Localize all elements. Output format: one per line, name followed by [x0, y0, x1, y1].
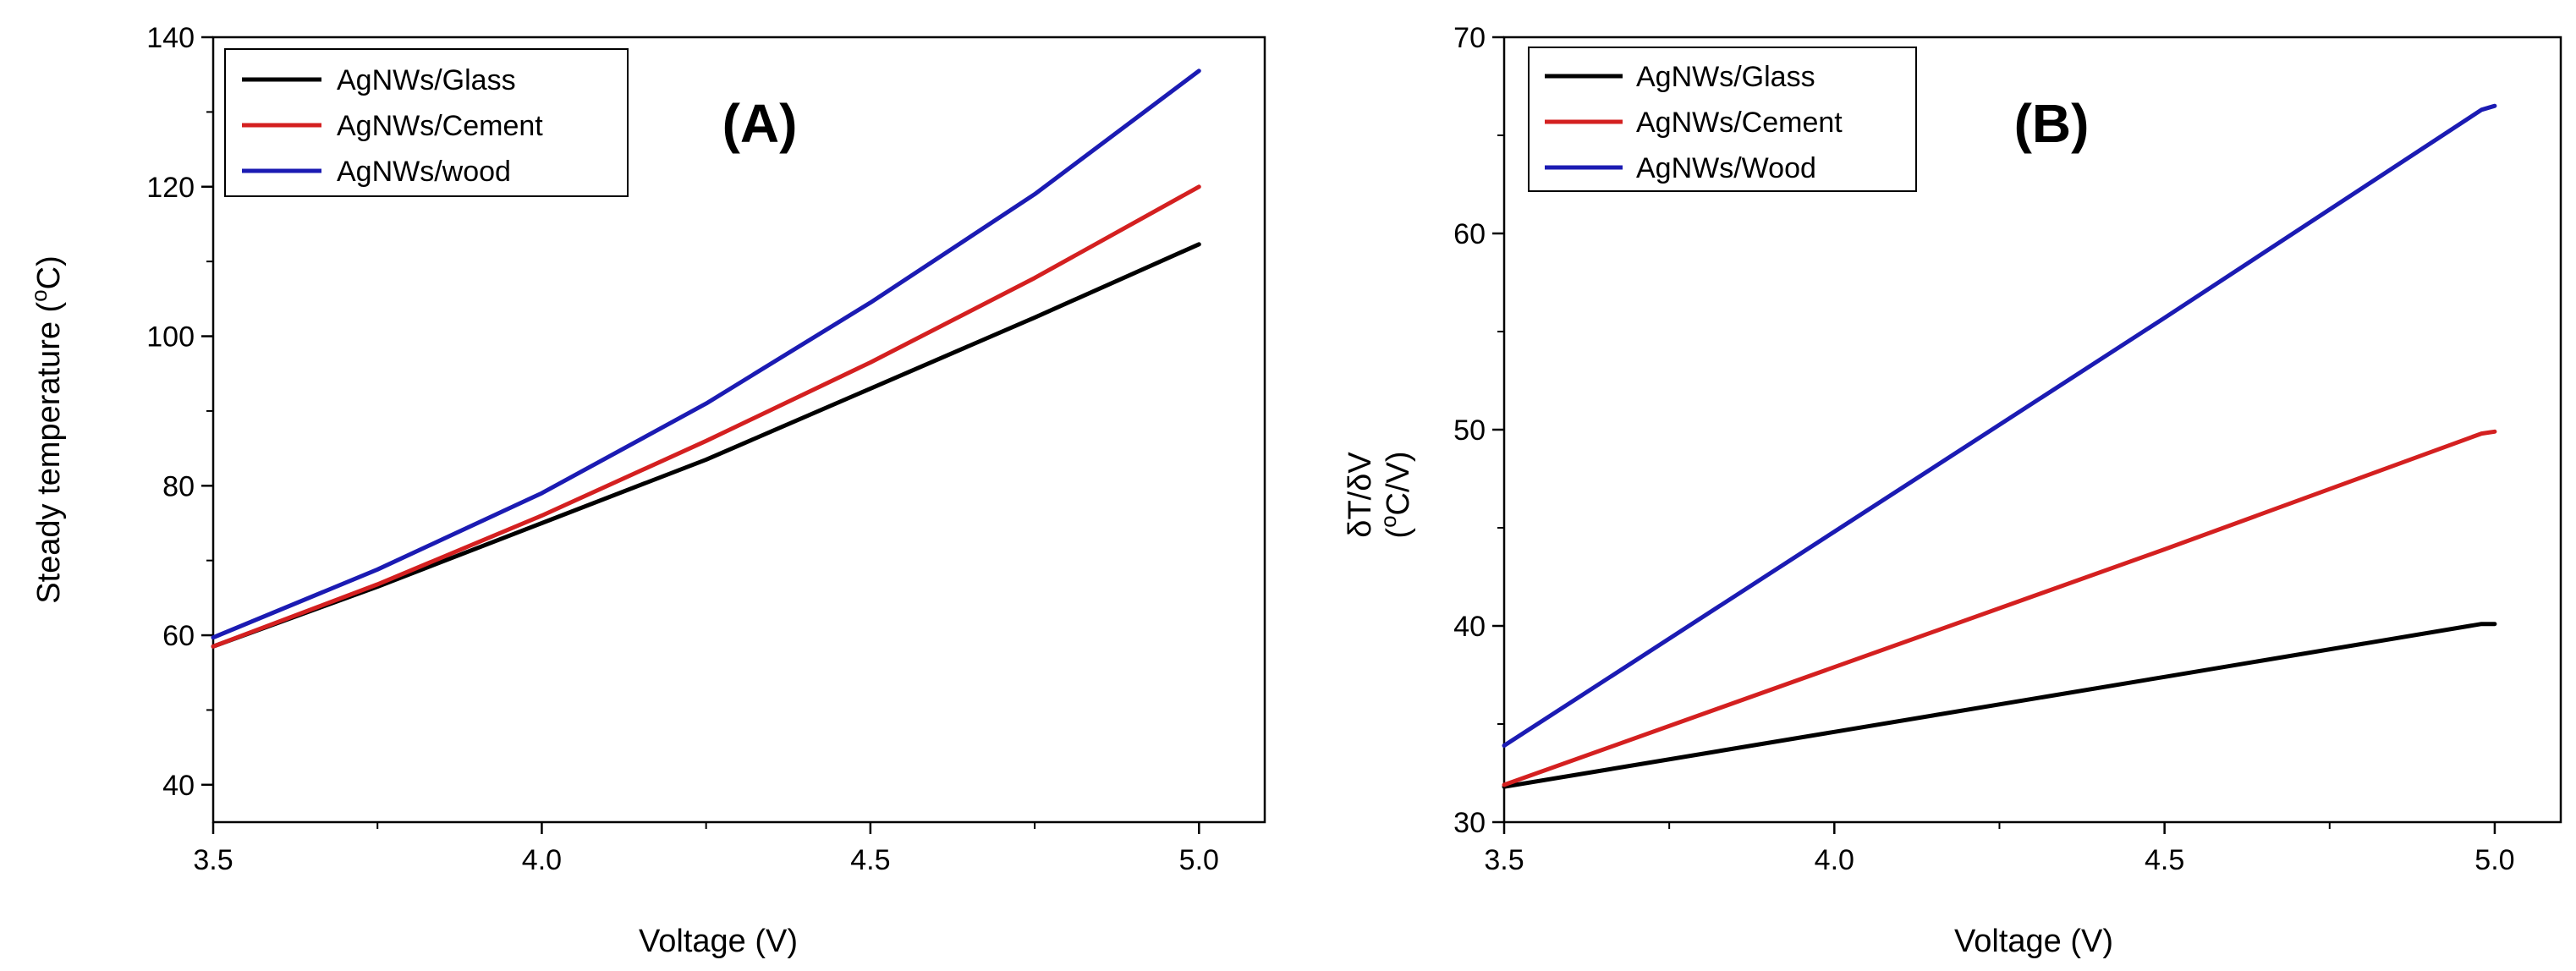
legend-label-glass-a: AgNWs/Glass — [337, 64, 516, 96]
y-tick-label-a-2: 80 — [162, 470, 195, 502]
series-line-b-agnws-cement — [1502, 429, 2497, 787]
series-lines-b — [1502, 103, 2497, 789]
x-tick-label-a-1: 4.0 — [522, 844, 562, 876]
legend-label-wood-b: AgNWs/Wood — [1636, 152, 1816, 184]
series-line-a-agnws-glass — [211, 242, 1201, 649]
x-tick-label-a-0: 3.5 — [193, 844, 233, 876]
panel-label-a: (A) — [722, 93, 798, 154]
x-axis-title-a: Voltage (V) — [639, 924, 798, 959]
y-tick-label-a-3: 100 — [146, 321, 195, 354]
x-tick-label-b-1: 4.0 — [1815, 844, 1854, 876]
chart-panel-b: 3.5 4.0 4.5 5.0 30 40 50 60 70 Voltage (V) δT/δ… — [1343, 22, 2562, 959]
tick-marks-b — [1492, 36, 2496, 834]
y-tick-label-a-4: 120 — [146, 172, 195, 204]
legend-label-glass-b: AgNWs/Glass — [1636, 61, 1815, 93]
legend-label-cement-b: AgNWs/Cement — [1636, 107, 1843, 139]
y-tick-labels-b: 30 40 50 60 70 — [1453, 22, 1486, 839]
y-tick-label-a-1: 60 — [162, 620, 195, 652]
y-tick-labels-a: 40 60 80 100 120 140 — [146, 22, 195, 802]
series-line-b-agnws-glass — [1502, 622, 2497, 789]
x-tick-label-b-2: 4.5 — [2145, 844, 2184, 876]
tick-marks-a — [201, 36, 1200, 834]
x-tick-label-b-3: 5.0 — [2474, 844, 2514, 876]
y-tick-label-b-4: 70 — [1453, 22, 1486, 54]
y-tick-label-b-2: 50 — [1453, 414, 1486, 447]
x-axis-title-b: Voltage (V) — [1954, 924, 2113, 959]
y-tick-label-b-1: 40 — [1453, 611, 1486, 643]
legend-label-wood-a: AgNWs/wood — [337, 156, 511, 188]
legend-label-cement-a: AgNWs/Cement — [337, 110, 543, 142]
x-tick-label-a-2: 4.5 — [850, 844, 890, 876]
x-tick-label-b-0: 3.5 — [1484, 844, 1524, 876]
y-tick-label-a-5: 140 — [146, 22, 195, 54]
series-line-a-agnws-cement — [211, 184, 1201, 649]
panel-label-b: (B) — [2014, 93, 2090, 154]
plot-frame-a — [211, 36, 1266, 824]
x-tick-labels-b: 3.5 4.0 4.5 5.0 — [1484, 844, 2514, 876]
y-axis-title-b-line1: δT/δV — [1343, 452, 1378, 538]
legend-b: AgNWs/Glass AgNWs/Cement AgNWs/Wood — [1528, 47, 1917, 192]
y-tick-label-a-0: 40 — [162, 770, 195, 802]
series-line-b-agnws-wood — [1502, 103, 2497, 748]
y-axis-title-b-line2: (oC/V) — [1376, 451, 1416, 538]
legend-a: AgNWs/Glass AgNWs/Cement AgNWs/wood — [224, 48, 629, 197]
x-tick-label-a-3: 5.0 — [1179, 844, 1219, 876]
y-tick-label-b-3: 60 — [1453, 218, 1486, 250]
y-tick-label-b-0: 30 — [1453, 807, 1486, 839]
series-line-a-agnws-wood — [211, 69, 1201, 640]
x-tick-labels-a: 3.5 4.0 4.5 5.0 — [193, 844, 1219, 876]
chart-panel-a: 3.5 4.0 4.5 5.0 40 60 80 100 120 140 Voltage (V)… — [26, 22, 1266, 959]
series-lines-a — [211, 69, 1201, 649]
y-axis-title-a: Steady temperature (oC) — [26, 255, 67, 604]
